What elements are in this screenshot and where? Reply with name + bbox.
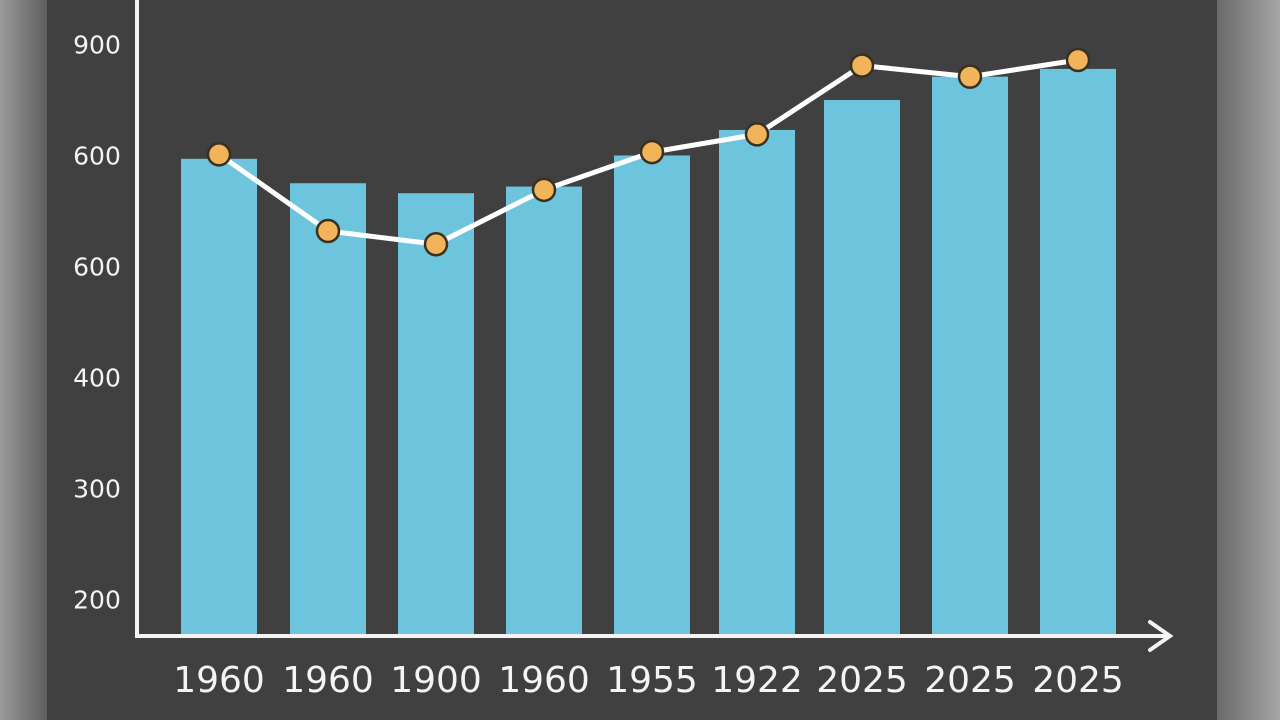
x-tick-label: 1960 [498,660,590,701]
y-tick-label: 200 [73,586,121,615]
line-marker [531,177,557,203]
background-left [0,0,47,720]
background-right [1217,0,1280,720]
x-tick-label: 2025 [924,660,1016,701]
x-tick-label: 1922 [711,660,803,701]
bar [932,76,1008,636]
x-tick-label: 1960 [173,660,265,701]
bar [719,129,795,635]
bar [290,183,366,636]
line-marker [957,64,983,89]
x-tick-label: 1900 [390,660,482,701]
x-tick-label: 1960 [282,660,374,701]
line-marker [744,122,770,147]
bar [506,186,582,635]
x-tick-label: 2025 [816,660,908,701]
bar [398,193,474,635]
bar [1040,68,1116,635]
bar [181,158,257,635]
y-tick-label: 400 [73,364,121,393]
y-tick-label: 600 [73,142,121,171]
x-tick-label: 2025 [1032,660,1124,701]
line-marker [639,139,665,165]
y-tick-label: 300 [73,475,121,504]
bar [614,155,690,636]
y-tick-label: 600 [73,253,121,282]
line-marker [849,53,875,78]
bar [824,99,900,636]
y-tick-label: 900 [73,31,121,60]
line-marker [423,232,449,257]
line-marker [315,218,341,244]
x-axis-arrow [1148,620,1174,652]
line-marker [206,142,232,167]
line-marker [1065,47,1091,73]
x-tick-label: 1955 [606,660,698,701]
